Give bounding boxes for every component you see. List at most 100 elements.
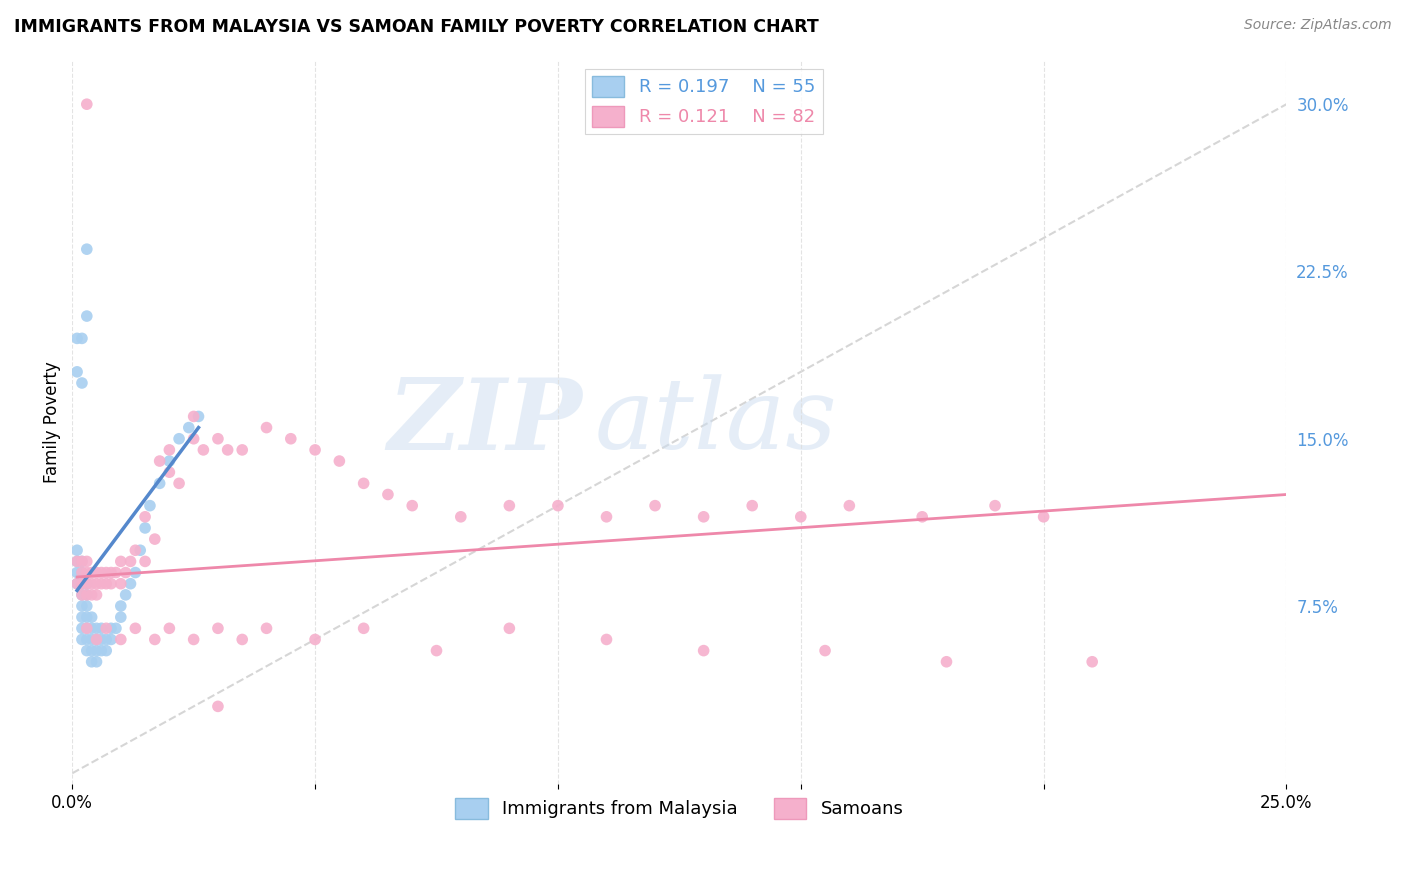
Point bbox=[80, 655, 103, 669]
Point bbox=[231, 442, 253, 457]
Point bbox=[353, 476, 375, 491]
Point bbox=[692, 643, 714, 657]
Point bbox=[124, 543, 146, 558]
Point bbox=[86, 588, 108, 602]
Point bbox=[149, 454, 172, 468]
Point bbox=[547, 499, 569, 513]
Point bbox=[207, 699, 229, 714]
Point bbox=[120, 554, 142, 568]
Point bbox=[1081, 655, 1104, 669]
Point bbox=[207, 621, 229, 635]
Point bbox=[353, 621, 375, 635]
Point bbox=[377, 487, 399, 501]
Point bbox=[76, 242, 98, 256]
Point bbox=[498, 499, 520, 513]
Point bbox=[100, 576, 122, 591]
Point bbox=[90, 566, 112, 580]
Point bbox=[183, 409, 205, 424]
Point bbox=[70, 599, 93, 613]
Point bbox=[66, 576, 89, 591]
Point bbox=[80, 632, 103, 647]
Point bbox=[80, 576, 103, 591]
Point bbox=[86, 621, 108, 635]
Text: ZIP: ZIP bbox=[387, 374, 582, 470]
Point bbox=[70, 588, 93, 602]
Point bbox=[86, 632, 108, 647]
Point bbox=[167, 476, 190, 491]
Point bbox=[120, 576, 142, 591]
Point bbox=[76, 576, 98, 591]
Point bbox=[304, 442, 326, 457]
Point bbox=[183, 432, 205, 446]
Point bbox=[70, 576, 93, 591]
Point bbox=[304, 632, 326, 647]
Point bbox=[70, 554, 93, 568]
Point bbox=[66, 331, 89, 345]
Point bbox=[692, 509, 714, 524]
Point bbox=[217, 442, 239, 457]
Point bbox=[280, 432, 302, 446]
Point bbox=[66, 365, 89, 379]
Point bbox=[984, 499, 1007, 513]
Point bbox=[70, 610, 93, 624]
Point bbox=[193, 442, 215, 457]
Point bbox=[790, 509, 813, 524]
Point bbox=[86, 643, 108, 657]
Point bbox=[328, 454, 350, 468]
Point bbox=[157, 621, 180, 635]
Point bbox=[149, 476, 172, 491]
Point bbox=[256, 621, 278, 635]
Point bbox=[814, 643, 837, 657]
Point bbox=[66, 566, 89, 580]
Point bbox=[70, 566, 93, 580]
Point bbox=[838, 499, 860, 513]
Point bbox=[401, 499, 423, 513]
Point bbox=[96, 566, 118, 580]
Point bbox=[450, 509, 472, 524]
Point bbox=[80, 621, 103, 635]
Point bbox=[76, 588, 98, 602]
Point bbox=[76, 576, 98, 591]
Point bbox=[134, 554, 156, 568]
Point bbox=[86, 655, 108, 669]
Point bbox=[76, 97, 98, 112]
Point bbox=[80, 610, 103, 624]
Point bbox=[76, 554, 98, 568]
Point bbox=[231, 632, 253, 647]
Point bbox=[498, 621, 520, 635]
Text: IMMIGRANTS FROM MALAYSIA VS SAMOAN FAMILY POVERTY CORRELATION CHART: IMMIGRANTS FROM MALAYSIA VS SAMOAN FAMIL… bbox=[14, 18, 818, 36]
Point bbox=[256, 420, 278, 434]
Point bbox=[70, 588, 93, 602]
Point bbox=[110, 576, 132, 591]
Point bbox=[86, 632, 108, 647]
Point bbox=[70, 576, 93, 591]
Point bbox=[110, 554, 132, 568]
Point bbox=[134, 521, 156, 535]
Point bbox=[76, 621, 98, 635]
Point bbox=[80, 588, 103, 602]
Point bbox=[96, 621, 118, 635]
Point bbox=[66, 543, 89, 558]
Point bbox=[100, 632, 122, 647]
Point bbox=[70, 376, 93, 390]
Point bbox=[157, 465, 180, 479]
Point bbox=[96, 643, 118, 657]
Point bbox=[70, 331, 93, 345]
Point bbox=[96, 576, 118, 591]
Legend: Immigrants from Malaysia, Samoans: Immigrants from Malaysia, Samoans bbox=[449, 791, 911, 826]
Point bbox=[595, 509, 617, 524]
Point bbox=[80, 643, 103, 657]
Point bbox=[1032, 509, 1054, 524]
Point bbox=[70, 621, 93, 635]
Point bbox=[86, 576, 108, 591]
Point bbox=[76, 599, 98, 613]
Text: atlas: atlas bbox=[595, 375, 837, 470]
Point bbox=[911, 509, 934, 524]
Point bbox=[66, 576, 89, 591]
Point bbox=[143, 632, 166, 647]
Point bbox=[76, 309, 98, 323]
Point bbox=[177, 420, 200, 434]
Point bbox=[157, 442, 180, 457]
Point bbox=[110, 610, 132, 624]
Point bbox=[110, 632, 132, 647]
